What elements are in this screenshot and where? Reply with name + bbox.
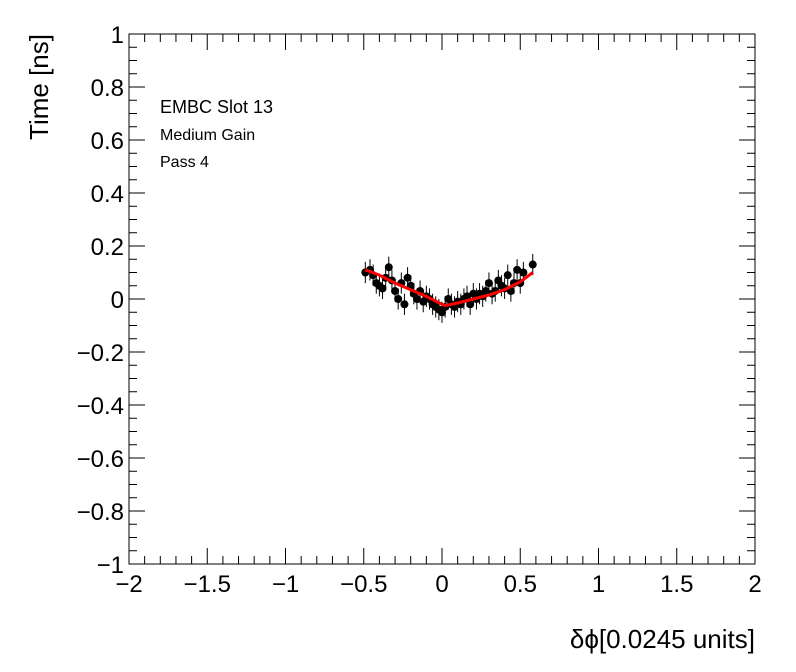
data-point: [519, 268, 528, 277]
x-tick-labels: −2 −1.5 −1 −0.5 0 0.5 1 1.5 2: [115, 571, 761, 598]
x-tick-label: −0.5: [340, 571, 387, 598]
data-point: [466, 300, 475, 309]
y-tick-label: −0.4: [77, 393, 124, 420]
y-tick-labels: −1 −0.8 −0.6 −0.4 −0.2 0 0.2 0.4 0.6 0.8 1: [77, 22, 124, 579]
x-tick-label: 1.5: [660, 571, 693, 598]
data-point: [400, 300, 409, 309]
annotation-title: EMBC Slot 13: [160, 97, 273, 117]
annotation-pass: Pass 4: [160, 154, 209, 171]
data-point: [503, 271, 512, 280]
y-axis-title: Time [ns]: [24, 34, 54, 140]
y-tick-label: −0.6: [77, 446, 124, 473]
fit-line: [364, 268, 534, 308]
y-tick-label: 0: [111, 287, 124, 314]
y-tick-label: 0.6: [91, 128, 124, 155]
data-point: [403, 273, 412, 282]
y-tick-label: 0.2: [91, 234, 124, 261]
data-point: [481, 287, 490, 296]
x-tick-label: 1: [592, 571, 605, 598]
data-point: [394, 295, 403, 303]
data-point: [378, 284, 387, 293]
x-tick-label: 0: [435, 571, 448, 598]
annotation-gain: Medium Gain: [160, 127, 255, 144]
x-axis-title: δϕ[0.0245 units]: [570, 624, 755, 654]
data-point: [484, 279, 493, 288]
y-tick-label: −0.2: [77, 340, 124, 367]
data-point: [528, 260, 537, 269]
data-point: [412, 295, 421, 303]
data-point: [384, 263, 393, 272]
x-tick-label: −1.5: [184, 571, 231, 598]
x-tick-label: 0.5: [504, 571, 537, 598]
y-tick-label: −1: [97, 552, 124, 579]
y-tick-label: 0.8: [91, 75, 124, 102]
y-tick-label: 0.4: [91, 181, 124, 208]
y-tick-label: −0.8: [77, 499, 124, 526]
data-point: [513, 265, 522, 274]
axis-ticks: [128, 33, 756, 565]
x-tick-label: −2: [115, 571, 142, 598]
x-tick-label: −1: [272, 571, 299, 598]
data-point: [391, 287, 400, 296]
y-tick-label: 1: [111, 22, 124, 49]
x-tick-label: 2: [748, 571, 761, 598]
data-point: [463, 292, 472, 301]
